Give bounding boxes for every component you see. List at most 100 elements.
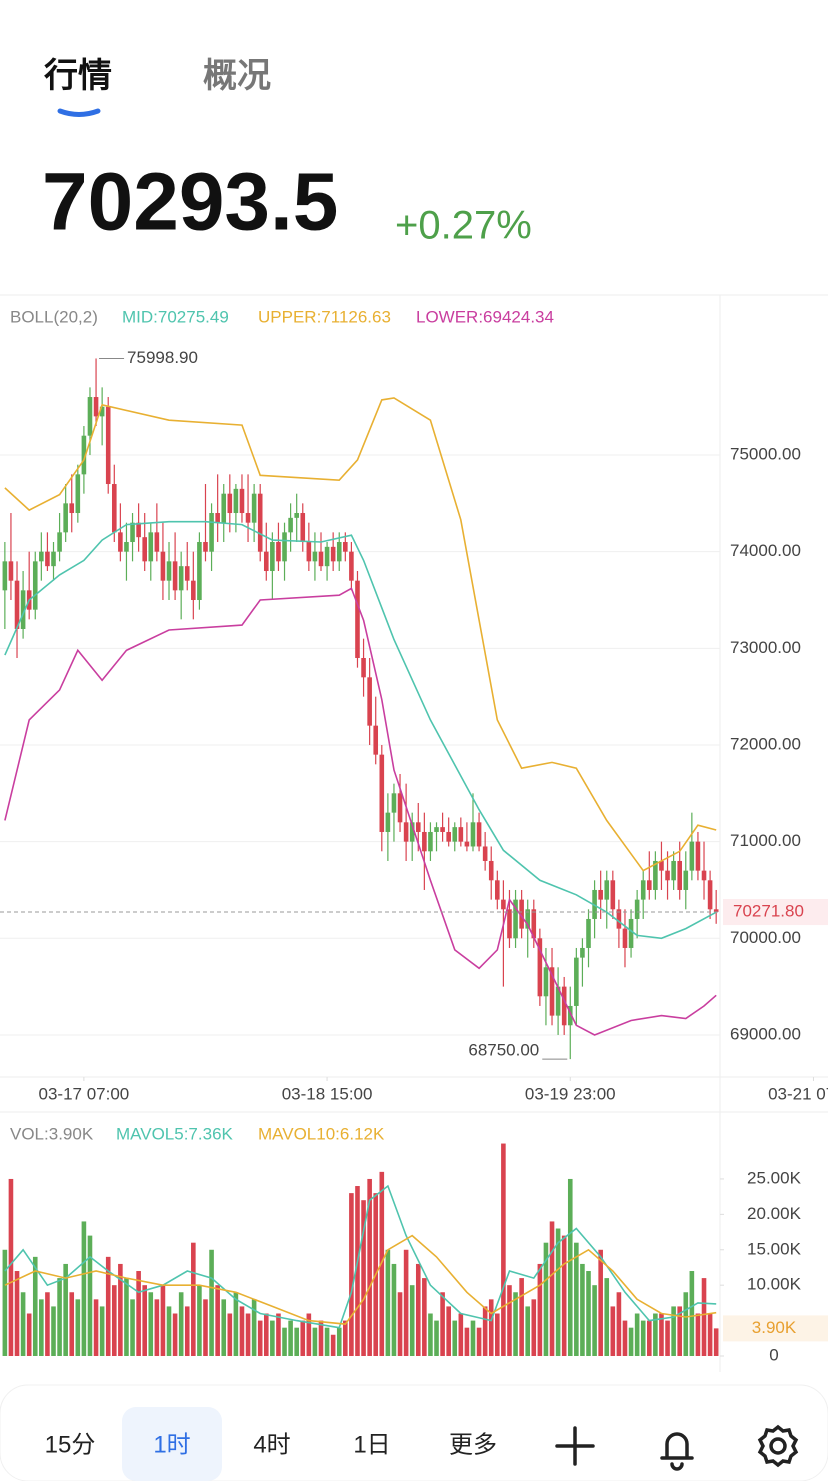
candle-body bbox=[695, 841, 701, 871]
interval-button[interactable]: 1日 bbox=[353, 1431, 390, 1458]
candle-body bbox=[343, 542, 348, 552]
volume-bar bbox=[446, 1306, 451, 1356]
bell-icon[interactable] bbox=[660, 1432, 694, 1471]
tab-indicator bbox=[57, 108, 101, 117]
candle-body bbox=[519, 899, 524, 929]
candle-body bbox=[713, 909, 719, 913]
volume-bar bbox=[14, 1271, 20, 1356]
volume-bar bbox=[324, 1327, 330, 1356]
candle-body bbox=[482, 846, 488, 861]
candle-body bbox=[154, 532, 160, 552]
volume-bar bbox=[32, 1256, 38, 1356]
candle-body bbox=[124, 542, 129, 552]
y-tick-label: 72000.00 bbox=[730, 734, 801, 753]
volume-bar bbox=[659, 1313, 664, 1356]
y-tick-label: 15.00K bbox=[747, 1239, 802, 1258]
volume-bar bbox=[549, 1221, 555, 1356]
candle-body bbox=[239, 488, 245, 514]
candle-body bbox=[434, 827, 439, 832]
settings-icon[interactable] bbox=[769, 1437, 787, 1455]
volume-bar bbox=[628, 1327, 634, 1356]
x-tick-label: 03-21 07:00 bbox=[768, 1084, 828, 1103]
volume-bar bbox=[318, 1320, 324, 1356]
candle-body bbox=[245, 513, 251, 523]
add-icon[interactable] bbox=[555, 1426, 595, 1466]
volume-bar bbox=[197, 1285, 202, 1356]
volume-bar bbox=[452, 1320, 458, 1356]
candle-body bbox=[555, 986, 561, 1016]
indicator-line bbox=[4, 1234, 717, 1325]
candle-body bbox=[549, 967, 555, 1016]
candle-body bbox=[391, 793, 397, 813]
tab[interactable]: 概况 bbox=[203, 57, 271, 95]
candle-body bbox=[355, 580, 360, 658]
volume-bar bbox=[507, 1285, 512, 1356]
volume-bar bbox=[403, 1249, 409, 1356]
interval-button[interactable]: 4时 bbox=[253, 1431, 290, 1458]
volume-bar bbox=[519, 1278, 524, 1356]
candle-body bbox=[166, 561, 172, 581]
volume-bar bbox=[543, 1242, 549, 1356]
volume-bar bbox=[215, 1285, 220, 1356]
volume-bar bbox=[118, 1263, 123, 1356]
interval-button[interactable]: 更多 bbox=[449, 1431, 497, 1458]
candle-body bbox=[507, 909, 512, 939]
volume-bar bbox=[470, 1320, 476, 1356]
legend-entry: MID:70275.49 bbox=[122, 307, 229, 326]
volume-bar bbox=[555, 1228, 561, 1356]
candle-body bbox=[458, 827, 464, 842]
volume-bar bbox=[306, 1313, 312, 1356]
candle-body bbox=[640, 880, 646, 900]
candle-body bbox=[409, 822, 415, 842]
candle-body bbox=[209, 513, 214, 552]
candle-body bbox=[525, 909, 531, 929]
candle-body bbox=[227, 493, 233, 514]
candle-body bbox=[628, 918, 634, 948]
volume-bar bbox=[99, 1306, 105, 1356]
candle-body bbox=[604, 880, 610, 900]
volume-bar bbox=[276, 1313, 281, 1356]
volume-bar bbox=[81, 1221, 87, 1356]
candle-body bbox=[647, 880, 652, 890]
volume-bar bbox=[105, 1256, 111, 1356]
candle-body bbox=[2, 561, 8, 591]
interval-button[interactable]: 1时 bbox=[153, 1431, 190, 1458]
candle-body bbox=[415, 822, 421, 832]
volume-bar bbox=[513, 1292, 518, 1356]
candle-body bbox=[440, 827, 445, 832]
volume-bar bbox=[634, 1313, 640, 1356]
volume-bar bbox=[343, 1320, 348, 1356]
volume-bar bbox=[701, 1278, 707, 1356]
candle-body bbox=[501, 899, 506, 910]
volume-bar bbox=[422, 1278, 427, 1356]
candle-body bbox=[45, 551, 50, 567]
high-label: 75998.90 bbox=[127, 348, 198, 367]
candle-body bbox=[367, 677, 372, 726]
tab[interactable]: 行情 bbox=[44, 57, 112, 95]
interval-button[interactable]: 15分 bbox=[45, 1431, 96, 1458]
volume-bar bbox=[525, 1306, 531, 1356]
y-tick-label: 74000.00 bbox=[730, 541, 801, 560]
candle-body bbox=[20, 590, 26, 630]
candle-body bbox=[665, 870, 670, 881]
volume-bar bbox=[75, 1299, 81, 1356]
settings-icon[interactable] bbox=[757, 1424, 799, 1468]
change: +0.27% bbox=[395, 204, 532, 248]
x-tick-label: 03-18 15:00 bbox=[282, 1084, 373, 1103]
volume-bar bbox=[677, 1306, 682, 1356]
candle-body bbox=[495, 880, 500, 900]
candle-body bbox=[403, 822, 409, 842]
candle-body bbox=[282, 532, 287, 562]
candle-body bbox=[136, 522, 141, 538]
y-tick-label: 10.00K bbox=[747, 1275, 802, 1294]
toolbar-icons bbox=[555, 1424, 799, 1471]
y-tick-label: 69000.00 bbox=[730, 1024, 801, 1043]
candle-body bbox=[464, 841, 470, 847]
candle-body bbox=[537, 938, 543, 997]
candle-body bbox=[616, 909, 622, 929]
last-volume-label: 3.90K bbox=[752, 1318, 797, 1337]
candle-body bbox=[707, 880, 713, 910]
y-tick-label: 70000.00 bbox=[730, 928, 801, 947]
volume-bar bbox=[233, 1292, 239, 1356]
